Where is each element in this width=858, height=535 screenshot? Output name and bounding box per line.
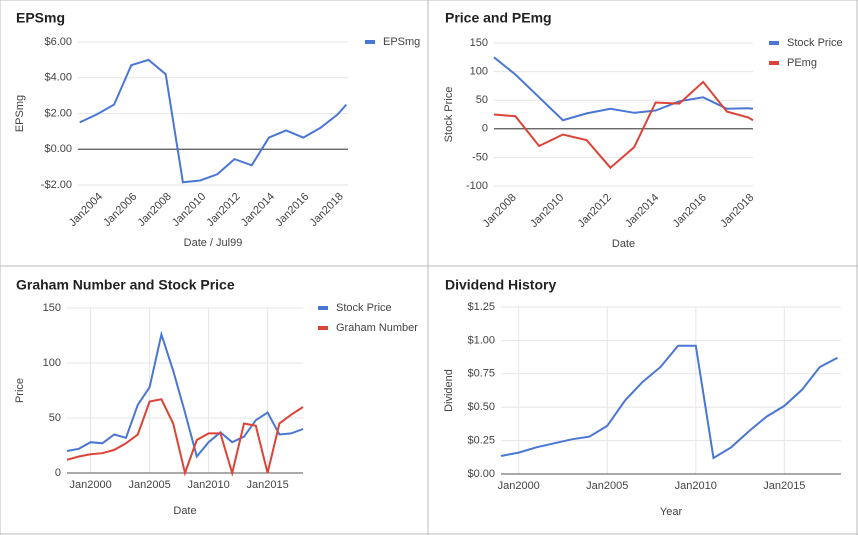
x-axis-label: Date — [173, 505, 196, 517]
x-tick-label: Jan2005 — [128, 479, 170, 491]
y-tick-label: $0.00 — [44, 143, 72, 155]
y-tick-label: -$2.00 — [41, 179, 72, 191]
x-tick-label: Jan2000 — [498, 480, 540, 492]
x-tick-label: Jan2005 — [586, 480, 628, 492]
y-tick-label: 50 — [49, 412, 61, 424]
x-tick-label: Jan2010 — [170, 191, 208, 229]
y-tick-label: 0 — [55, 467, 61, 479]
y-tick-label: -100 — [466, 180, 488, 192]
line-series — [66, 398, 304, 477]
chart-title: EPSmg — [16, 10, 65, 26]
legend-swatch — [769, 41, 779, 45]
chart-panel: Price and PEmg -100 -50 0 50 100 150 Jan2008 Jan… — [443, 10, 843, 250]
y-tick-label: $0.00 — [467, 468, 495, 480]
y-tick-label: $4.00 — [44, 72, 72, 84]
x-axis-label: Date — [612, 238, 635, 250]
y-tick-label: $1.00 — [467, 334, 495, 346]
legend-label: Stock Price — [336, 302, 392, 314]
line-series — [66, 330, 304, 459]
x-tick-label: Jan2018 — [718, 192, 756, 230]
x-tick-label: Jan2010 — [675, 480, 717, 492]
chart-title: Price and PEmg — [445, 10, 552, 26]
x-tick-label: Jan2018 — [308, 191, 346, 229]
x-tick-label: Jan2016 — [273, 191, 311, 229]
legend-swatch — [318, 326, 328, 330]
y-tick-label: $0.25 — [467, 435, 495, 447]
legend-label: Graham Number — [336, 322, 418, 334]
legend-label: PEmg — [787, 57, 817, 69]
line-series — [500, 344, 838, 460]
x-tick-label: Jan2010 — [528, 192, 566, 230]
y-tick-label: $0.75 — [467, 368, 495, 380]
y-tick-label: 50 — [476, 94, 488, 106]
y-axis-label: Price — [14, 378, 26, 403]
x-tick-label: Jan2014 — [623, 192, 661, 230]
x-tick-label: Jan2014 — [239, 191, 277, 229]
y-tick-label: 0 — [482, 123, 488, 135]
chart-title: Dividend History — [445, 277, 556, 293]
y-tick-label: 100 — [43, 357, 61, 369]
chart-panel: Dividend History $0.00 $0.25 $0.50 $0.75 $1.0… — [443, 277, 841, 518]
y-tick-label: 150 — [43, 302, 61, 314]
chart-panel: Graham Number and Stock Price 0 50 100 150 Ja… — [14, 277, 418, 517]
x-tick-label: Jan2016 — [671, 192, 709, 230]
legend-swatch — [365, 40, 375, 44]
y-tick-label: $6.00 — [44, 36, 72, 48]
legend-swatch — [318, 306, 328, 310]
line-series — [493, 56, 754, 122]
chart-title: Graham Number and Stock Price — [16, 277, 235, 293]
y-axis-label: Stock Price — [443, 87, 455, 143]
y-axis-label: EPSmg — [14, 95, 26, 132]
x-tick-label: Jan2012 — [576, 192, 614, 230]
y-tick-label: 100 — [470, 66, 488, 78]
x-tick-label: Jan2012 — [204, 191, 242, 229]
y-tick-label: $0.50 — [467, 401, 495, 413]
y-tick-label: $2.00 — [44, 107, 72, 119]
y-tick-label: -50 — [472, 151, 488, 163]
y-tick-label: 150 — [470, 37, 488, 49]
legend-label: Stock Price — [787, 37, 843, 49]
legend-label: EPSmg — [383, 36, 420, 48]
x-tick-label: Jan2000 — [69, 479, 111, 491]
line-series — [493, 80, 754, 170]
x-tick-label: Jan2008 — [480, 192, 518, 230]
y-axis-label: Dividend — [443, 369, 455, 412]
x-tick-label: Jan2015 — [763, 480, 805, 492]
x-axis-label: Date / Jul99 — [184, 237, 243, 249]
chart-panel: EPSmg-$2.00$0.00$2.00$4.00$6.00Jan2004Ja… — [14, 10, 420, 249]
line-series — [79, 58, 348, 184]
x-tick-label: Jan2006 — [101, 191, 139, 229]
x-tick-label: Jan2004 — [67, 191, 105, 229]
legend-swatch — [769, 61, 779, 65]
x-tick-label: Jan2010 — [187, 479, 229, 491]
x-axis-label: Year — [660, 506, 683, 518]
x-tick-label: Jan2015 — [246, 479, 288, 491]
y-tick-label: $1.25 — [467, 301, 495, 313]
x-tick-label: Jan2008 — [136, 191, 174, 229]
